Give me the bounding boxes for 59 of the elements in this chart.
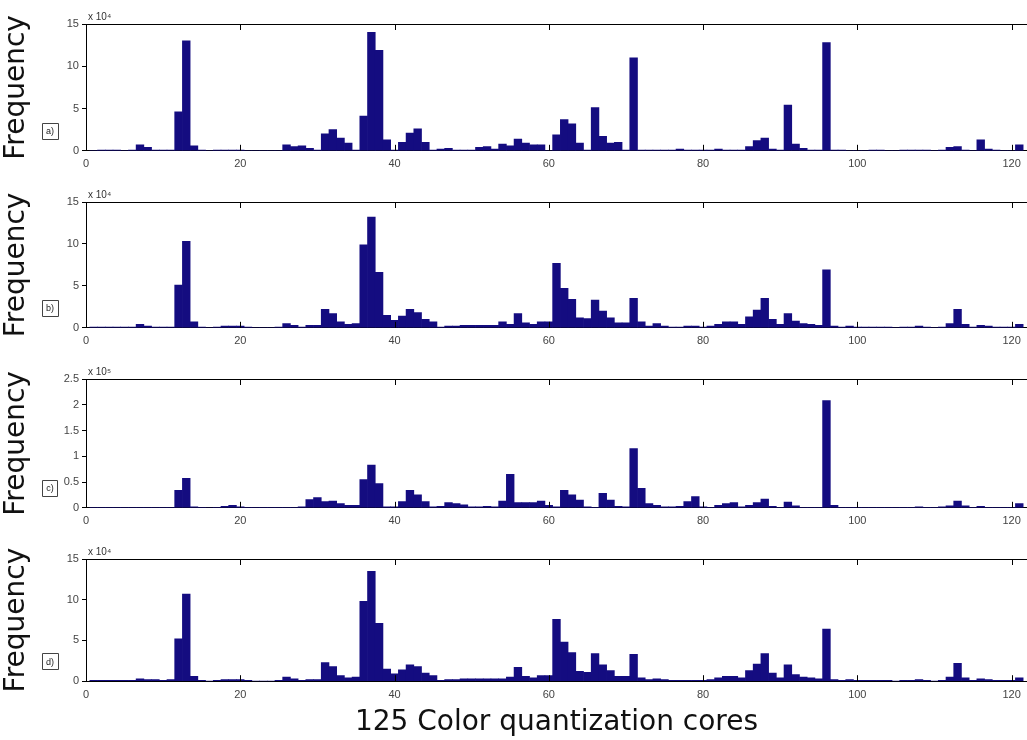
y-tick-label: 0 [72,674,79,687]
y-tick-label: 0 [72,500,79,513]
x-tick-label: 120 [1002,514,1021,527]
y-tick-label: 10 [66,592,79,605]
x-tick-label: 60 [542,687,555,700]
y-tick-label: 5 [72,278,79,291]
text: x 10⁴ [88,10,112,22]
y-tick-label: 2.5 [63,372,79,385]
x-tick-label: 40 [388,687,401,700]
x-tick-label: 0 [82,514,90,527]
x-tick-label: 60 [542,514,555,527]
x-tick-label: 60 [542,334,555,347]
x-tick-label: 80 [696,514,710,527]
y-tick-label: 5 [72,633,79,646]
y-tick-label: 15 [66,552,79,565]
x-tick-label: 20 [234,334,247,347]
text: x 10⁴ [88,545,112,557]
x-tick-label: 0 [82,334,90,347]
y-tick-label: 10 [66,59,79,72]
x-tick-label: 100 [848,334,867,347]
y-tick-label: 0.5 [63,475,79,488]
x-tick-label: 40 [388,514,401,527]
x-tick-label: 120 [1002,687,1021,700]
text: x 10⁵ [88,365,112,377]
x-tick-label: 100 [848,157,867,170]
y-tick-label: 5 [72,101,79,114]
x-tick-label: 0 [82,157,90,170]
y-tick-label: 1 [72,449,79,462]
y-axis-title: Frequency [0,371,32,516]
x-tick-label: 120 [1002,157,1021,170]
y-axis-title: Frequency [0,192,32,338]
y-tick-label: 0 [72,320,79,333]
text: a) [45,126,55,137]
x-tick-label: 100 [848,687,867,700]
x-tick-label: 120 [1002,334,1021,347]
y-axis-title: Frequency [0,15,32,160]
x-tick-label: 60 [542,157,555,170]
text: c) [46,483,54,494]
x-tick-label: 100 [848,514,867,527]
text: b) [45,303,55,314]
y-tick-label: 15 [66,195,79,208]
x-tick-label: 20 [234,157,247,170]
y-tick-label: 10 [66,236,79,249]
y-tick-label: 1.5 [63,423,79,436]
text: x 10⁴ [88,188,112,200]
x-tick-label: 40 [388,157,401,170]
x-tick-label: 20 [234,687,247,700]
y-tick-label: 2 [72,397,79,410]
x-axis-title: 125 Color quantization cores [354,704,759,738]
y-tick-label: 15 [66,17,79,30]
x-tick-label: 20 [234,514,247,527]
y-axis-title: Frequency [0,547,32,693]
x-tick-label: 40 [388,334,401,347]
x-tick-label: 80 [696,334,710,347]
x-tick-label: 80 [696,157,710,170]
x-tick-label: 80 [696,687,710,700]
y-tick-label: 0 [72,143,79,156]
text: d) [45,656,55,667]
x-tick-label: 0 [82,687,90,700]
